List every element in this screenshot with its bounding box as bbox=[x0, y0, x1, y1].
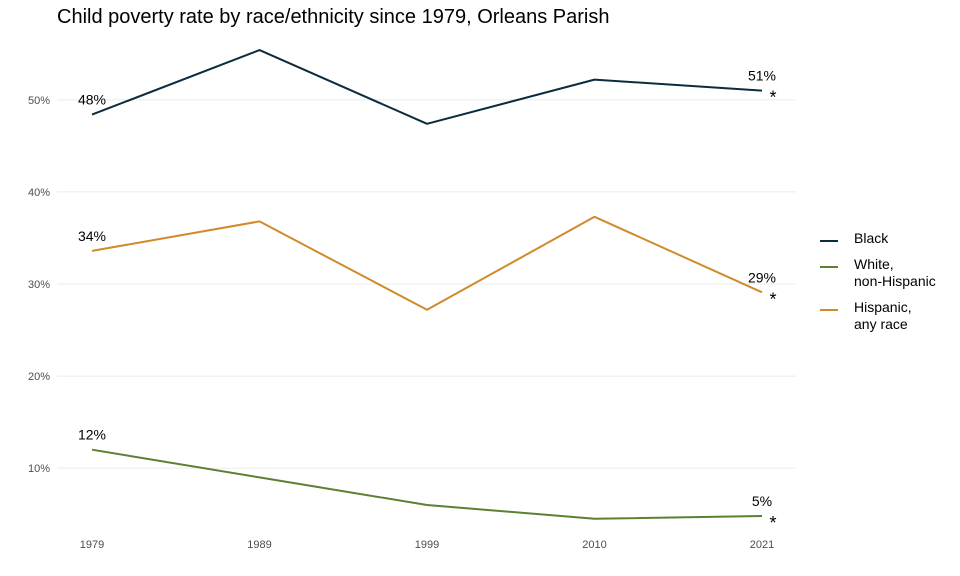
x-tick-label: 2010 bbox=[582, 539, 606, 551]
x-tick-label: 1989 bbox=[247, 539, 271, 551]
legend: Black White, non-Hispanic Hispanic, any ra… bbox=[820, 230, 936, 342]
series-lines bbox=[91, 49, 763, 520]
gridlines bbox=[57, 99, 796, 469]
legend-label: Black bbox=[854, 230, 889, 246]
x-tick-label: 1999 bbox=[415, 539, 439, 551]
legend-key bbox=[820, 309, 838, 311]
series-line bbox=[91, 49, 763, 125]
legend-key bbox=[820, 266, 838, 268]
legend-label: Hispanic, any race bbox=[854, 299, 912, 332]
series-line bbox=[91, 448, 763, 520]
legend-item: Hispanic, any race bbox=[820, 299, 936, 333]
data-label: 34% bbox=[78, 228, 106, 244]
data-label: 5% bbox=[752, 493, 772, 509]
y-tick-label: 10% bbox=[28, 463, 50, 475]
y-tick-label: 40% bbox=[28, 187, 50, 199]
data-label: 51% bbox=[748, 68, 776, 84]
data-label: 12% bbox=[78, 427, 106, 443]
x-tick-label: 2021 bbox=[750, 539, 774, 551]
y-tick-label: 50% bbox=[28, 95, 50, 107]
data-labels: 48% 51% * 12% 5% * 34% 29% * bbox=[78, 68, 777, 533]
x-axis-tick-labels: 1979 1989 1999 2010 2021 bbox=[80, 539, 774, 551]
data-label: 48% bbox=[78, 92, 106, 108]
legend-item: White, non-Hispanic bbox=[820, 256, 936, 290]
x-tick-label: 1979 bbox=[80, 539, 104, 551]
significance-star: * bbox=[769, 289, 776, 309]
legend-label: White, non-Hispanic bbox=[854, 256, 936, 289]
legend-key bbox=[820, 240, 838, 242]
y-tick-label: 20% bbox=[28, 371, 50, 383]
chart-title: Child poverty rate by race/ethnicity sin… bbox=[57, 6, 610, 28]
legend-item: Black bbox=[820, 230, 936, 247]
significance-star: * bbox=[769, 88, 776, 108]
significance-star: * bbox=[769, 513, 776, 533]
y-axis-tick-labels: 10% 20% 30% 40% 50% bbox=[28, 95, 50, 475]
y-tick-label: 30% bbox=[28, 279, 50, 291]
series-line bbox=[91, 215, 763, 311]
data-label: 29% bbox=[748, 269, 776, 285]
